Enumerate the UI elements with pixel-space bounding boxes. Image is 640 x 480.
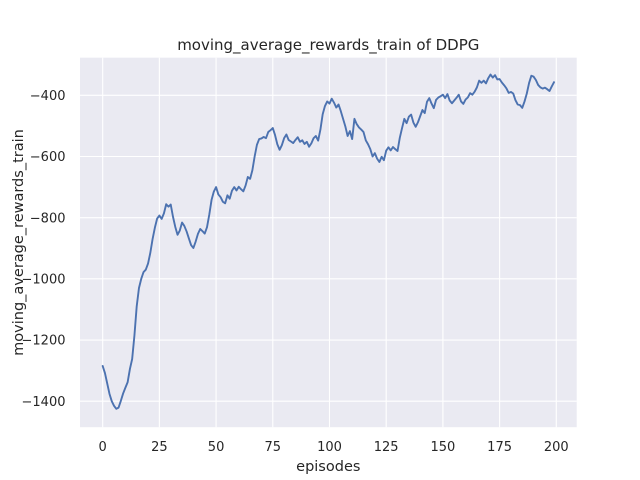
x-tick-label: 200 xyxy=(544,440,569,455)
chart-title: moving_average_rewards_train of DDPG xyxy=(177,36,479,55)
x-tick-label: 175 xyxy=(487,440,512,455)
y-tick-label: −800 xyxy=(30,211,66,226)
x-tick-label: 0 xyxy=(99,440,107,455)
x-tick-label: 125 xyxy=(374,440,399,455)
y-axis-label: moving_average_rewards_train xyxy=(11,129,27,356)
plot-background xyxy=(80,57,577,428)
y-tick-label: −1400 xyxy=(22,395,66,410)
x-axis-tick-labels: 0 25 50 75 100 125 150 175 200 xyxy=(99,440,569,455)
x-tick-label: 150 xyxy=(430,440,455,455)
x-tick-label: 50 xyxy=(208,440,225,455)
y-tick-label: −400 xyxy=(30,89,66,104)
y-tick-label: −1200 xyxy=(22,334,66,349)
gridlines xyxy=(80,57,577,428)
series-line xyxy=(101,73,555,410)
y-tick-label: −1000 xyxy=(22,272,66,287)
x-tick-label: 100 xyxy=(317,440,342,455)
x-axis-label: episodes xyxy=(296,459,360,475)
x-tick-label: 25 xyxy=(151,440,168,455)
x-tick-label: 75 xyxy=(265,440,282,455)
y-tick-label: −600 xyxy=(30,150,66,165)
y-axis-tick-labels: −400 −600 −800 −1000 −1200 −1400 xyxy=(22,89,66,410)
